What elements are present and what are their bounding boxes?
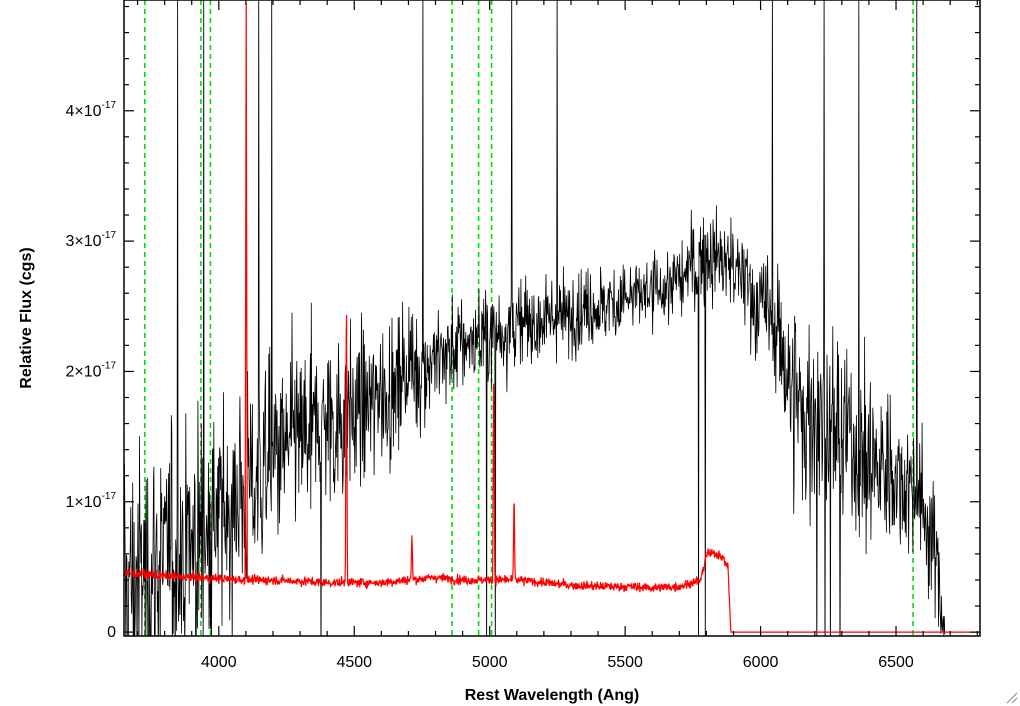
- series-layer: [124, 0, 980, 636]
- x-tick-label: 4500: [336, 654, 372, 671]
- x-tick-label: 6500: [878, 654, 914, 671]
- x-tick-label: 5500: [607, 654, 643, 671]
- x-tick-label: 4000: [201, 654, 237, 671]
- y-tick-label: 3×10-17: [66, 230, 117, 250]
- x-axis-label: Rest Wavelength (Ang): [465, 687, 640, 704]
- resize-grip-icon[interactable]: [1004, 690, 1018, 704]
- x-tick-label: 6000: [743, 654, 779, 671]
- y-tick-label: 0: [107, 624, 116, 641]
- y-axis: 0 1×10-17 2×10-17 3×10-17 4×10-17: [66, 5, 980, 641]
- x-tick-label: 5000: [472, 654, 508, 671]
- series-model-spectrum: [124, 2, 980, 633]
- y-tick-label: 2×10-17: [66, 360, 117, 380]
- y-axis-label: Relative Flux (cgs): [18, 247, 35, 388]
- y-tick-label: 4×10-17: [66, 100, 117, 120]
- series-observed-spectrum: [124, 0, 946, 636]
- y-tick-label: 1×10-17: [66, 491, 117, 511]
- x-axis: 4000 4500 5000 5500 6000 6500: [136, 0, 978, 671]
- plot-frame: [123, 0, 981, 637]
